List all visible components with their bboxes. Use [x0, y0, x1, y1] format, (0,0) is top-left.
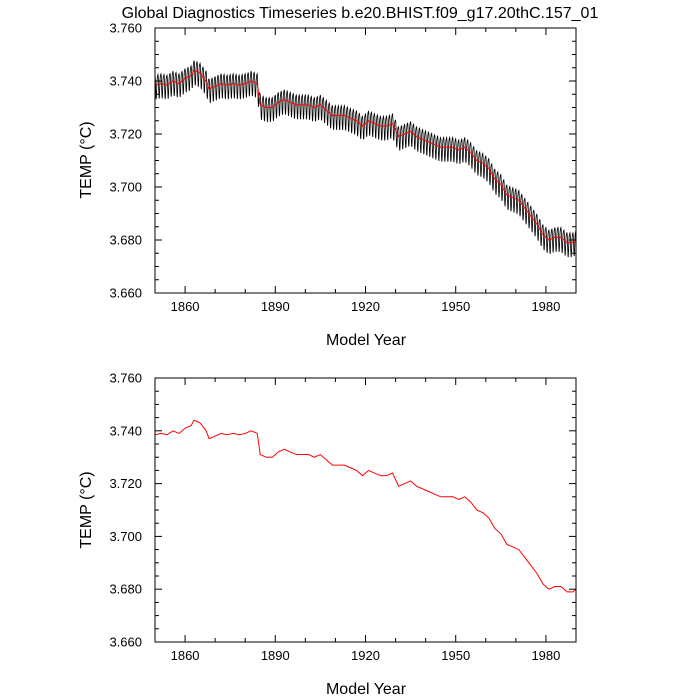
bottom-y-tick-label: 3.700	[109, 529, 142, 544]
bottom-x-tick-label: 1950	[441, 648, 470, 663]
top-y-tick-label: 3.720	[109, 127, 142, 142]
bottom-annual-mean-line	[154, 419, 577, 593]
bottom-plot-frame	[154, 377, 577, 643]
top-x-tick-label: 1860	[171, 299, 200, 314]
bottom-x-tick-label: 1890	[261, 648, 290, 663]
top-plot-frame	[154, 27, 577, 294]
top-x-axis-title: Model Year	[326, 332, 407, 349]
chart-title: Global Diagnostics Timeseries b.e20.BHIS…	[122, 5, 599, 22]
top-y-axis-title: TEMP (°C)	[78, 121, 95, 198]
bottom-axis-ticks	[154, 377, 577, 643]
bottom-y-tick-label: 3.740	[109, 423, 142, 438]
top-annual-mean-line	[154, 69, 577, 244]
top-monthly-series-line	[154, 60, 577, 258]
top-y-tick-label: 3.740	[109, 74, 142, 89]
bottom-y-tick-label: 3.660	[109, 635, 142, 650]
top-tick-labels: 1860 1890 1920 1950 1980 3.660 3.680 3.700 3.720…	[109, 21, 560, 315]
top-x-tick-label: 1920	[351, 299, 380, 314]
top-y-tick-label: 3.760	[109, 21, 142, 36]
bottom-panel: 1860 1890 1920 1950 1980 3.660 3.680 3.700 3.720…	[78, 371, 577, 698]
bottom-y-axis-title: TEMP (°C)	[78, 471, 95, 548]
bottom-y-tick-label: 3.760	[109, 371, 142, 386]
top-plot-area	[154, 60, 577, 258]
top-x-tick-label: 1950	[441, 299, 470, 314]
bottom-x-tick-label: 1860	[171, 648, 200, 663]
top-x-tick-label: 1980	[531, 299, 560, 314]
bottom-x-tick-label: 1920	[351, 648, 380, 663]
top-y-tick-label: 3.660	[109, 286, 142, 301]
top-panel: 1860 1890 1920 1950 1980 3.660 3.680 3.700 3.720…	[78, 21, 577, 349]
bottom-x-tick-label: 1980	[531, 648, 560, 663]
bottom-x-axis-title: Model Year	[326, 681, 407, 698]
bottom-y-tick-label: 3.720	[109, 476, 142, 491]
bottom-plot-area	[154, 419, 577, 593]
top-axis-ticks	[154, 27, 577, 294]
top-x-tick-label: 1890	[261, 299, 290, 314]
top-y-tick-label: 3.700	[109, 180, 142, 195]
top-y-tick-label: 3.680	[109, 233, 142, 248]
bottom-y-tick-label: 3.680	[109, 582, 142, 597]
bottom-tick-labels: 1860 1890 1920 1950 1980 3.660 3.680 3.700 3.720…	[109, 371, 560, 664]
